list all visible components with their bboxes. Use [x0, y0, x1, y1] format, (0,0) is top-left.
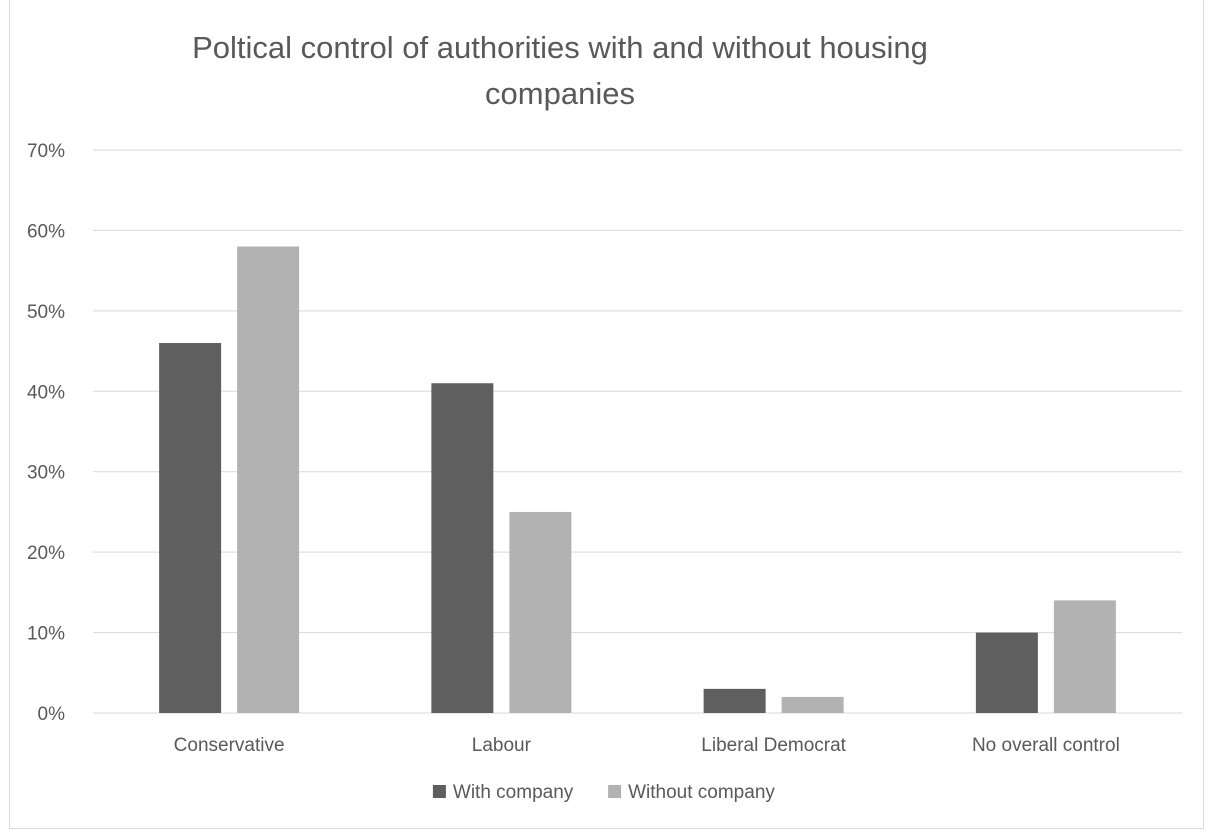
chart-title-line-2: companies — [485, 76, 635, 111]
bar — [431, 383, 494, 713]
legend-label: Without company — [628, 782, 775, 803]
bars — [159, 246, 1116, 713]
legend-swatch — [432, 785, 446, 798]
x-tick-label: Liberal Democrat — [701, 735, 846, 756]
y-tick-label: 50% — [27, 302, 65, 323]
bar — [975, 632, 1038, 713]
y-tick-label: 0% — [38, 704, 66, 725]
bar — [159, 343, 222, 713]
bar — [1053, 600, 1116, 713]
legend-swatch — [608, 785, 622, 798]
x-axis-ticks: Conservative Labour Liberal Democrat No ove… — [174, 735, 1120, 756]
chart-title-line-1: Poltical control of authorities with and… — [192, 30, 928, 65]
bar — [781, 696, 844, 713]
x-tick-label: Conservative — [174, 735, 285, 756]
y-tick-label: 10% — [27, 624, 65, 645]
y-tick-label: 70% — [27, 141, 65, 162]
y-tick-label: 40% — [27, 382, 65, 403]
bar — [237, 246, 300, 713]
y-tick-label: 20% — [27, 543, 65, 564]
legend-label: With company — [453, 782, 574, 803]
y-tick-label: 60% — [27, 221, 65, 242]
y-axis-ticks: 0% 10% 20% 30% 40% 50% 60% 70% — [27, 141, 65, 725]
legend: With company Without company — [432, 782, 775, 803]
bar — [703, 688, 766, 713]
y-tick-label: 30% — [27, 463, 65, 484]
x-tick-label: Labour — [472, 735, 532, 756]
bar — [509, 511, 572, 713]
x-tick-label: No overall control — [972, 735, 1120, 756]
